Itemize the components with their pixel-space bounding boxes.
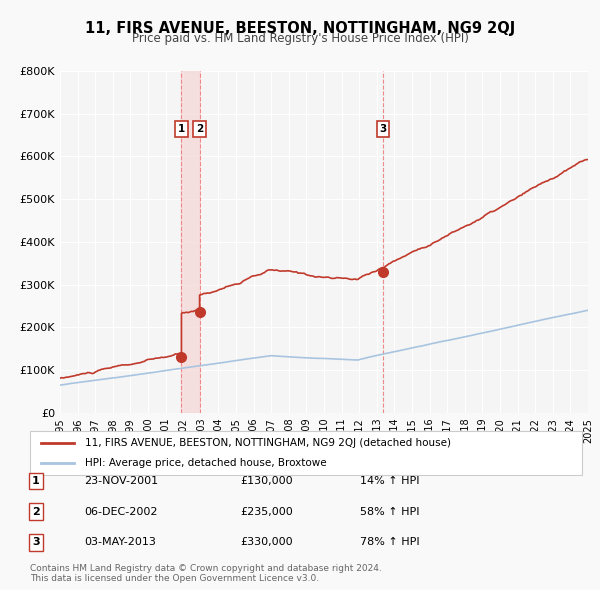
- Text: 11, FIRS AVENUE, BEESTON, NOTTINGHAM, NG9 2QJ: 11, FIRS AVENUE, BEESTON, NOTTINGHAM, NG…: [85, 21, 515, 35]
- Text: £330,000: £330,000: [240, 537, 293, 547]
- Text: 23-NOV-2001: 23-NOV-2001: [84, 476, 158, 486]
- Text: 78% ↑ HPI: 78% ↑ HPI: [360, 537, 419, 547]
- Text: 1: 1: [178, 124, 185, 134]
- Text: 11, FIRS AVENUE, BEESTON, NOTTINGHAM, NG9 2QJ (detached house): 11, FIRS AVENUE, BEESTON, NOTTINGHAM, NG…: [85, 438, 451, 448]
- Text: 2: 2: [32, 507, 40, 516]
- Text: 3: 3: [379, 124, 386, 134]
- Text: £130,000: £130,000: [240, 476, 293, 486]
- Text: 3: 3: [32, 537, 40, 547]
- Text: Contains HM Land Registry data © Crown copyright and database right 2024.
This d: Contains HM Land Registry data © Crown c…: [30, 563, 382, 583]
- Text: 2: 2: [196, 124, 203, 134]
- Text: Price paid vs. HM Land Registry's House Price Index (HPI): Price paid vs. HM Land Registry's House …: [131, 32, 469, 45]
- Text: HPI: Average price, detached house, Broxtowe: HPI: Average price, detached house, Brox…: [85, 458, 327, 467]
- Text: 58% ↑ HPI: 58% ↑ HPI: [360, 507, 419, 516]
- FancyBboxPatch shape: [30, 431, 582, 475]
- Text: 14% ↑ HPI: 14% ↑ HPI: [360, 476, 419, 486]
- Bar: [181, 71, 200, 413]
- Text: 06-DEC-2002: 06-DEC-2002: [84, 507, 157, 516]
- Text: 1: 1: [32, 476, 40, 486]
- Text: 03-MAY-2013: 03-MAY-2013: [84, 537, 156, 547]
- Text: £235,000: £235,000: [240, 507, 293, 516]
